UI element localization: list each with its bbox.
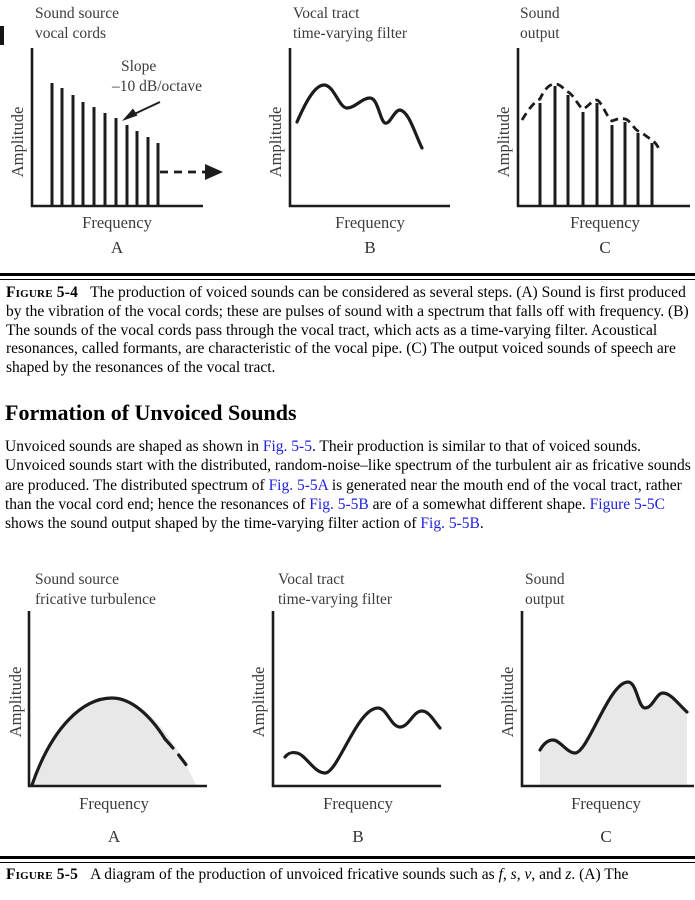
annotation-arrowhead-icon — [122, 108, 138, 121]
figure-5-4-caption-label: Figure 5-4 — [6, 284, 79, 301]
axes — [27, 611, 207, 788]
panel-title-line-2: time-varying filter — [293, 25, 408, 42]
spectrum-shading — [32, 698, 196, 785]
noise-spectrum-plot — [27, 611, 207, 788]
panel-letter: A — [107, 827, 121, 846]
panel-title-line-1: Sound source — [35, 5, 119, 22]
figure-reference-link[interactable]: Figure 5-5C — [589, 495, 665, 513]
figure-5-4-caption-text: The production of voiced sounds can be c… — [6, 284, 689, 377]
body-paragraph: Unvoiced sounds are shaped as shown in F… — [5, 437, 692, 533]
filter-curve-plot — [271, 611, 442, 788]
phoneme-letter: v — [524, 866, 532, 883]
figure-5-5-panel-a: Sound source fricative turbulence Amplit… — [0, 565, 240, 855]
x-axis-label: Frequency — [82, 213, 152, 232]
paragraph-text: . — [479, 515, 484, 533]
axes — [288, 48, 450, 208]
panel-title-line-1: Vocal tract — [278, 571, 345, 588]
panel-title-line-2: output — [525, 591, 565, 608]
phoneme-letter: f — [498, 866, 503, 883]
section-heading: Formation of Unvoiced Sounds — [5, 400, 297, 425]
panel-title-line-2: vocal cords — [35, 25, 107, 42]
x-axis-label: Frequency — [570, 213, 640, 232]
panel-title-line-2: time-varying filter — [278, 591, 393, 608]
panel-title-line-1: Vocal tract — [293, 5, 360, 22]
figure-reference-link[interactable]: Fig. 5-5A — [268, 476, 328, 494]
caption-text: , — [516, 866, 525, 883]
paragraph-text: is generated near the mouth end of the v… — [5, 476, 682, 513]
panel-letter: C — [600, 827, 612, 846]
phoneme-letter: z — [565, 866, 572, 883]
figure-5-5-caption: Figure 5-5 A diagram of the production of… — [6, 866, 690, 885]
caption-text: , — [502, 866, 511, 883]
panel-letter: B — [364, 238, 376, 257]
panel-title-line-2: output — [520, 25, 560, 42]
x-axis-label: Frequency — [323, 794, 393, 813]
hump-dashed-tail — [163, 737, 189, 768]
panel-title: Sound source fricative turbulence — [35, 570, 156, 610]
formant-envelope-dashed — [520, 82, 663, 153]
axes — [520, 611, 694, 788]
axes — [516, 48, 690, 208]
axes — [30, 48, 203, 208]
caption-text: , and — [531, 866, 566, 883]
harmonic-bars — [538, 86, 654, 206]
axes — [271, 611, 441, 788]
formant-curve — [295, 83, 424, 150]
figure-reference-link[interactable]: Fig. 5-5 — [262, 438, 312, 455]
harmonic-spectrum-plot — [30, 48, 223, 208]
phoneme-letter: s — [510, 866, 517, 883]
x-axis-label: Frequency — [335, 213, 405, 232]
slope-annotation-line-2: –10 dB/octave — [112, 78, 202, 95]
figure-5-4-diagrams: Sound source vocal cords Amplitude Slope… — [0, 0, 695, 262]
panel-title: Sound output — [520, 4, 560, 44]
page-edge-artifact — [0, 26, 4, 45]
caption-text: A diagram of the production of unvoiced … — [90, 866, 499, 883]
figure-5-4-panel-c: Sound output Amplitude Frequency C — [460, 0, 695, 262]
panel-title: Vocal tract time-varying filter — [278, 570, 392, 610]
panel-letter: A — [110, 238, 124, 257]
panel-title-line-1: Sound — [525, 571, 565, 588]
slope-annotation-line-1: Slope — [121, 58, 157, 75]
panel-title: Vocal tract time-varying filter — [293, 4, 407, 44]
slope-annotation: Slope –10 dB/octave — [112, 57, 202, 97]
panel-title: Sound source vocal cords — [35, 4, 119, 44]
panel-title-line-1: Sound — [520, 5, 560, 22]
figure-5-4-panel-a: Sound source vocal cords Amplitude Slope… — [0, 0, 240, 262]
paragraph-text: Unvoiced sounds are shaped as shown in — [5, 438, 263, 455]
caption-text: . (A) The — [571, 866, 629, 883]
shaped-harmonics-plot — [516, 48, 690, 208]
caption-divider-rule — [0, 273, 695, 280]
x-axis-label: Frequency — [79, 794, 149, 813]
panel-letter: C — [599, 238, 611, 257]
figure-5-5-caption-label: Figure 5-5 — [6, 866, 79, 883]
panel-title: Sound output — [525, 570, 565, 610]
spectrum-shading — [540, 682, 687, 785]
figure-5-5-diagrams: Sound source fricative turbulence Amplit… — [0, 565, 695, 855]
paragraph-text: shows the sound output shaped by the tim… — [5, 515, 421, 533]
figure-reference-link[interactable]: Fig. 5-5B — [420, 515, 480, 533]
shaped-output-plot — [520, 611, 694, 788]
panel-title-line-1: Sound source — [35, 571, 119, 588]
noise-hump-curve — [30, 696, 167, 787]
figure-5-5-panel-b: Vocal tract time-varying filter Amplitud… — [240, 565, 460, 855]
formant-curve — [283, 706, 442, 775]
panel-letter: B — [352, 827, 364, 846]
right-arrowhead-icon — [205, 164, 223, 180]
output-spectrum-curve — [538, 680, 689, 755]
figure-5-4-panel-b: Vocal tract time-varying filter Amplitud… — [240, 0, 460, 262]
paragraph-text: are of a somewhat different shape. — [368, 495, 590, 513]
panel-title-line-2: fricative turbulence — [35, 591, 156, 608]
figure-reference-link[interactable]: Fig. 5-5B — [309, 495, 369, 513]
harmonic-bars — [50, 83, 160, 206]
x-axis-label: Frequency — [571, 794, 641, 813]
caption-divider-rule — [0, 856, 695, 863]
filter-curve-plot — [288, 48, 450, 208]
paragraph-text: . Their production is similar to that of… — [5, 438, 691, 494]
figure-5-5-panel-c: Sound output Amplitude Frequency C — [460, 565, 695, 855]
figure-5-4-caption: Figure 5-4 The production of voiced sound… — [6, 284, 690, 378]
